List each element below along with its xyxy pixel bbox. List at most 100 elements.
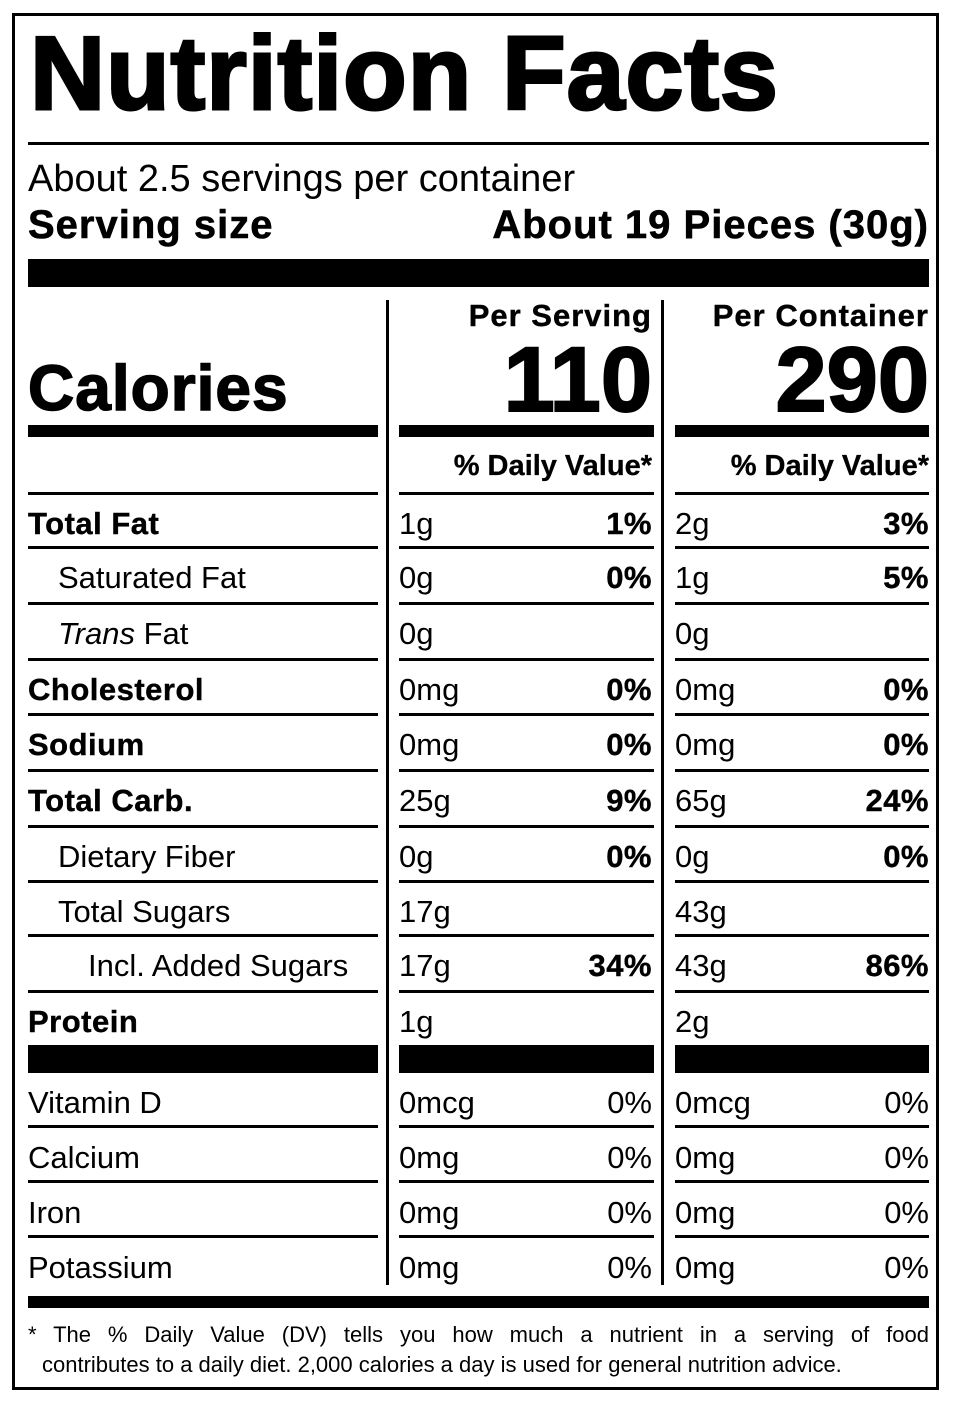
vitamin-bar-2 xyxy=(675,1045,929,1073)
column-divider-left xyxy=(386,300,389,1285)
vitamin-bar-0 xyxy=(28,1045,378,1073)
calories-bar-left xyxy=(28,425,378,437)
container-amount: 43g xyxy=(675,948,727,983)
row-divider-6-0 xyxy=(28,825,378,828)
row-divider-1-2 xyxy=(675,546,929,549)
serving-amount: 17g xyxy=(399,948,451,983)
vitamin-divider-3-2 xyxy=(675,1235,929,1238)
row-divider-5-1 xyxy=(399,769,654,772)
vitamin-divider-3-0 xyxy=(28,1235,378,1238)
nutrient-name: Total Carb. xyxy=(28,783,194,818)
row-divider-8-0 xyxy=(28,934,378,937)
serving-amount: 0mg xyxy=(399,672,460,707)
serving-daily-value: 0% xyxy=(606,560,652,595)
vitamin-divider-1-2 xyxy=(675,1125,929,1128)
vitamin-serving-amount: 0mcg xyxy=(399,1085,475,1120)
nutrient-name: Dietary Fiber xyxy=(58,839,236,874)
vitamin-divider-2-0 xyxy=(28,1180,378,1183)
row-divider-2-1 xyxy=(399,602,654,605)
vitamin-container-dv: 0% xyxy=(884,1250,929,1285)
vitamin-name: Vitamin D xyxy=(28,1085,162,1120)
serving-amount: 0mg xyxy=(399,727,460,762)
row-divider-4-2 xyxy=(675,713,929,716)
container-daily-value: 24% xyxy=(865,783,929,818)
footnote-line-1: * The % Daily Value (DV) tells you how m… xyxy=(28,1322,929,1347)
footnote-line-2: contributes to a daily diet. 2,000 calor… xyxy=(42,1352,842,1377)
row-divider-7-2 xyxy=(675,880,929,883)
per-serving-header: Per Serving xyxy=(468,298,652,333)
vitamin-container-dv: 0% xyxy=(884,1140,929,1175)
calories-per-serving: 110 xyxy=(503,329,653,431)
nutrient-name-rest: Fat xyxy=(134,616,189,651)
row-divider-4-0 xyxy=(28,713,378,716)
serving-daily-value: 0% xyxy=(606,672,652,707)
vitamin-divider-3-1 xyxy=(399,1235,654,1238)
calories-bar-right xyxy=(675,425,929,437)
serving-amount: 0g xyxy=(399,839,434,874)
container-amount: 2g xyxy=(675,506,710,541)
container-amount: 65g xyxy=(675,783,727,818)
serving-daily-value: 34% xyxy=(588,948,652,983)
container-amount: 0g xyxy=(675,839,710,874)
serving-amount: 1g xyxy=(399,1004,434,1039)
container-amount: 43g xyxy=(675,894,727,929)
row-divider-8-2 xyxy=(675,934,929,937)
serving-daily-value: 1% xyxy=(606,506,652,541)
serving-amount: 1g xyxy=(399,506,434,541)
vitamin-name: Potassium xyxy=(28,1250,173,1285)
row-divider-2-2 xyxy=(675,602,929,605)
thick-bar-top xyxy=(28,259,929,287)
nutrient-name: Trans Fat xyxy=(58,618,188,649)
container-amount: 0mg xyxy=(675,727,736,762)
row-divider-9-0 xyxy=(28,990,378,993)
vitamin-serving-amount: 0mg xyxy=(399,1140,460,1175)
row-divider-7-1 xyxy=(399,880,654,883)
row-divider-3-0 xyxy=(28,658,378,661)
dv-header-container: % Daily Value* xyxy=(730,450,930,482)
serving-size-value: About 19 Pieces (30g) xyxy=(492,203,929,247)
vitamin-container-amount: 0mg xyxy=(675,1195,736,1230)
footnote: * The % Daily Value (DV) tells you how m… xyxy=(28,1320,929,1380)
calories-label: Calories xyxy=(27,352,289,424)
servings-per-container: About 2.5 servings per container xyxy=(28,158,576,200)
container-amount: 1g xyxy=(675,560,710,595)
row-divider-0-2 xyxy=(675,492,929,495)
nutrient-name: Total Fat xyxy=(28,506,160,541)
row-divider-0-0 xyxy=(28,492,378,495)
nutrient-name: Saturated Fat xyxy=(58,560,246,595)
nutrient-name: Total Sugars xyxy=(58,894,231,929)
serving-amount: 17g xyxy=(399,894,451,929)
dv-header-serving: % Daily Value* xyxy=(453,450,653,482)
container-daily-value: 0% xyxy=(883,672,929,707)
container-daily-value: 3% xyxy=(883,506,929,541)
serving-daily-value: 9% xyxy=(606,783,652,818)
label-title: Nutrition Facts xyxy=(29,16,780,132)
container-amount: 0g xyxy=(675,616,710,651)
vitamin-divider-2-1 xyxy=(399,1180,654,1183)
vitamin-serving-dv: 0% xyxy=(607,1085,652,1120)
row-divider-2-0 xyxy=(28,602,378,605)
calories-per-container: 290 xyxy=(775,329,930,431)
row-divider-1-0 xyxy=(28,546,378,549)
vitamin-container-amount: 0mcg xyxy=(675,1085,751,1120)
per-container-header: Per Container xyxy=(712,298,929,333)
vitamin-divider-1-1 xyxy=(399,1125,654,1128)
vitamin-name: Calcium xyxy=(28,1140,140,1175)
serving-amount: 0g xyxy=(399,616,434,651)
row-divider-1-1 xyxy=(399,546,654,549)
vitamin-bar-1 xyxy=(399,1045,654,1073)
calories-bar-mid xyxy=(399,425,654,437)
container-amount: 2g xyxy=(675,1004,710,1039)
row-divider-0-1 xyxy=(399,492,654,495)
container-daily-value: 86% xyxy=(865,948,929,983)
vitamin-serving-dv: 0% xyxy=(607,1195,652,1230)
row-divider-5-0 xyxy=(28,769,378,772)
row-divider-3-2 xyxy=(675,658,929,661)
row-divider-5-2 xyxy=(675,769,929,772)
serving-amount: 25g xyxy=(399,783,451,818)
nutrient-name: Protein xyxy=(28,1004,139,1039)
row-divider-9-2 xyxy=(675,990,929,993)
nutrition-label xyxy=(12,13,939,1390)
vitamin-container-dv: 0% xyxy=(884,1195,929,1230)
container-daily-value: 0% xyxy=(883,727,929,762)
